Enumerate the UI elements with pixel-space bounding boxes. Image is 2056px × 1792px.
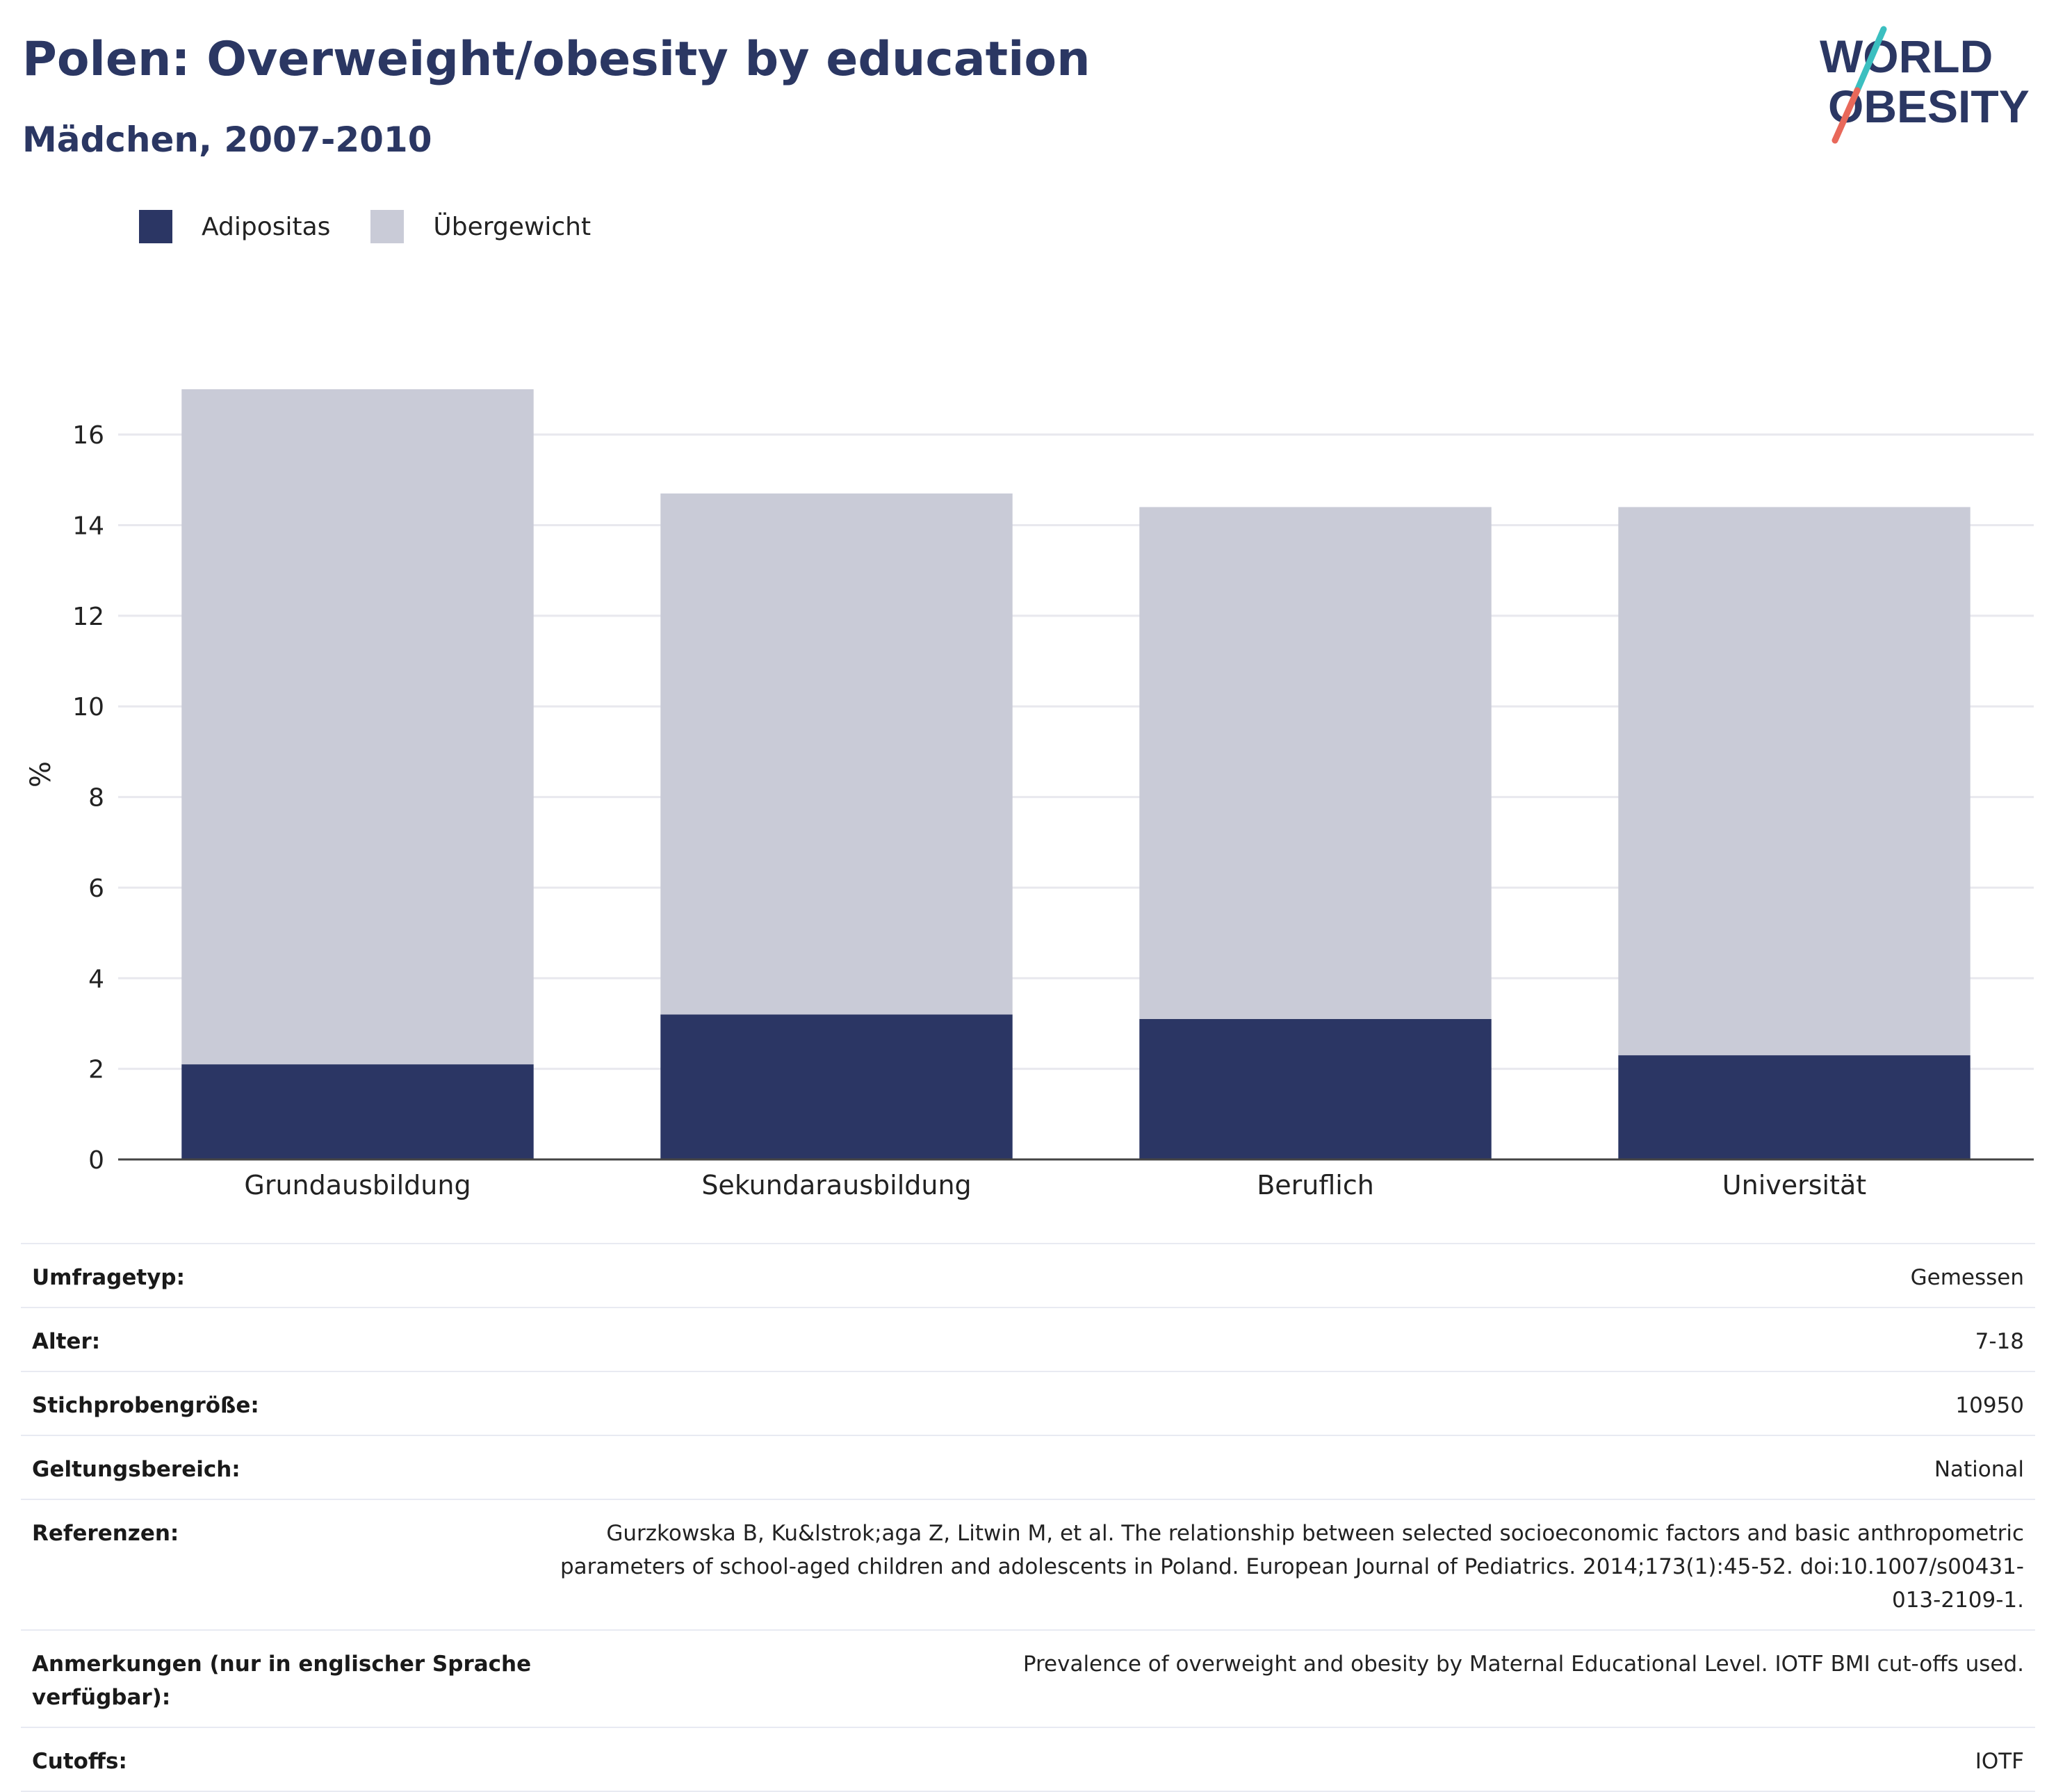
- bar-uebergewicht: [1618, 507, 1971, 1056]
- y-tick-label: 12: [72, 603, 104, 631]
- info-row: Cutoffs: IOTF: [21, 1727, 2035, 1792]
- y-tick-label: 2: [88, 1056, 104, 1084]
- legend-item-uebergewicht[interactable]: Übergewicht: [370, 210, 591, 243]
- info-label: Geltungsbereich:: [21, 1435, 544, 1499]
- bar-adipositas: [660, 1014, 1013, 1159]
- y-axis-label: %: [25, 761, 57, 788]
- info-row: Alter: 7-18: [21, 1307, 2035, 1371]
- info-value: Gurzkowska B, Ku&lstrok;aga Z, Litwin M,…: [544, 1499, 2035, 1630]
- x-tick-label: Grundausbildung: [244, 1170, 471, 1200]
- chart-legend: Adipositas Übergewicht: [139, 206, 631, 247]
- legend-item-adipositas[interactable]: Adipositas: [139, 210, 330, 243]
- world-obesity-logo: WORLD OBESITY: [1820, 26, 2030, 144]
- bar-adipositas: [1139, 1018, 1492, 1159]
- info-row: Umfragetyp: Gemessen: [21, 1243, 2035, 1308]
- info-value: Prevalence of overweight and obesity by …: [544, 1629, 2035, 1727]
- y-tick-label: 14: [72, 512, 104, 541]
- info-row: Referenzen: Gurzkowska B, Ku&lstrok;aga Z…: [21, 1499, 2035, 1630]
- logo-slash-top: [1854, 26, 1887, 94]
- bar-adipositas: [1618, 1055, 1971, 1159]
- info-value: National: [544, 1435, 2035, 1499]
- legend-swatch-uebergewicht: [370, 210, 405, 243]
- bar-uebergewicht: [181, 389, 534, 1065]
- x-tick-label: Beruflich: [1257, 1170, 1374, 1200]
- info-label: Stichprobengröße:: [21, 1371, 544, 1435]
- y-tick-label: 0: [88, 1146, 104, 1175]
- legend-label-adipositas: Adipositas: [202, 212, 331, 241]
- info-row: Stichprobengröße: 10950: [21, 1371, 2035, 1435]
- info-value: 7-18: [544, 1307, 2035, 1371]
- legend-label-uebergewicht: Übergewicht: [433, 212, 591, 241]
- x-tick-label: Sekundarausbildung: [701, 1170, 971, 1200]
- logo-text-obesity: OBESITY: [1828, 81, 2030, 132]
- info-label: Umfragetyp:: [21, 1243, 544, 1308]
- y-tick-label: 4: [88, 965, 104, 993]
- legend-swatch-adipositas: [139, 210, 172, 243]
- bar-uebergewicht: [660, 493, 1013, 1015]
- info-label: Referenzen:: [21, 1499, 544, 1630]
- info-row: Anmerkungen (nur in englischer Sprache v…: [21, 1629, 2035, 1727]
- survey-info-table: Umfragetyp: Gemessen Alter: 7-18 Stichproben…: [21, 1243, 2035, 1792]
- info-row: Geltungsbereich: National: [21, 1435, 2035, 1499]
- stacked-bar-chart: 0 2 4 6 8 10 12 14 16% Grundausbildung Sekundaraus…: [25, 389, 2034, 1200]
- y-tick-label: 6: [88, 874, 104, 903]
- chart-subtitle: Mädchen, 2007-2010: [22, 120, 432, 160]
- x-tick-label: Universität: [1722, 1170, 1866, 1200]
- info-value: Gemessen: [544, 1243, 2035, 1308]
- y-tick-label: 10: [72, 693, 104, 722]
- y-tick-label: 8: [88, 784, 104, 813]
- logo-slash-bottom: [1831, 87, 1861, 144]
- bar-uebergewicht: [1139, 507, 1492, 1019]
- info-label: Alter:: [21, 1307, 544, 1371]
- bar-adipositas: [181, 1064, 534, 1159]
- info-label: Anmerkungen (nur in englischer Sprache v…: [21, 1629, 544, 1727]
- logo-text-world: WORLD: [1820, 31, 1993, 82]
- info-label: Cutoffs:: [21, 1727, 544, 1792]
- y-tick-label: 16: [72, 421, 104, 450]
- info-value: IOTF: [544, 1727, 2035, 1792]
- chart-title: Polen: Overweight/obesity by education: [22, 32, 1091, 87]
- info-value: 10950: [544, 1371, 2035, 1435]
